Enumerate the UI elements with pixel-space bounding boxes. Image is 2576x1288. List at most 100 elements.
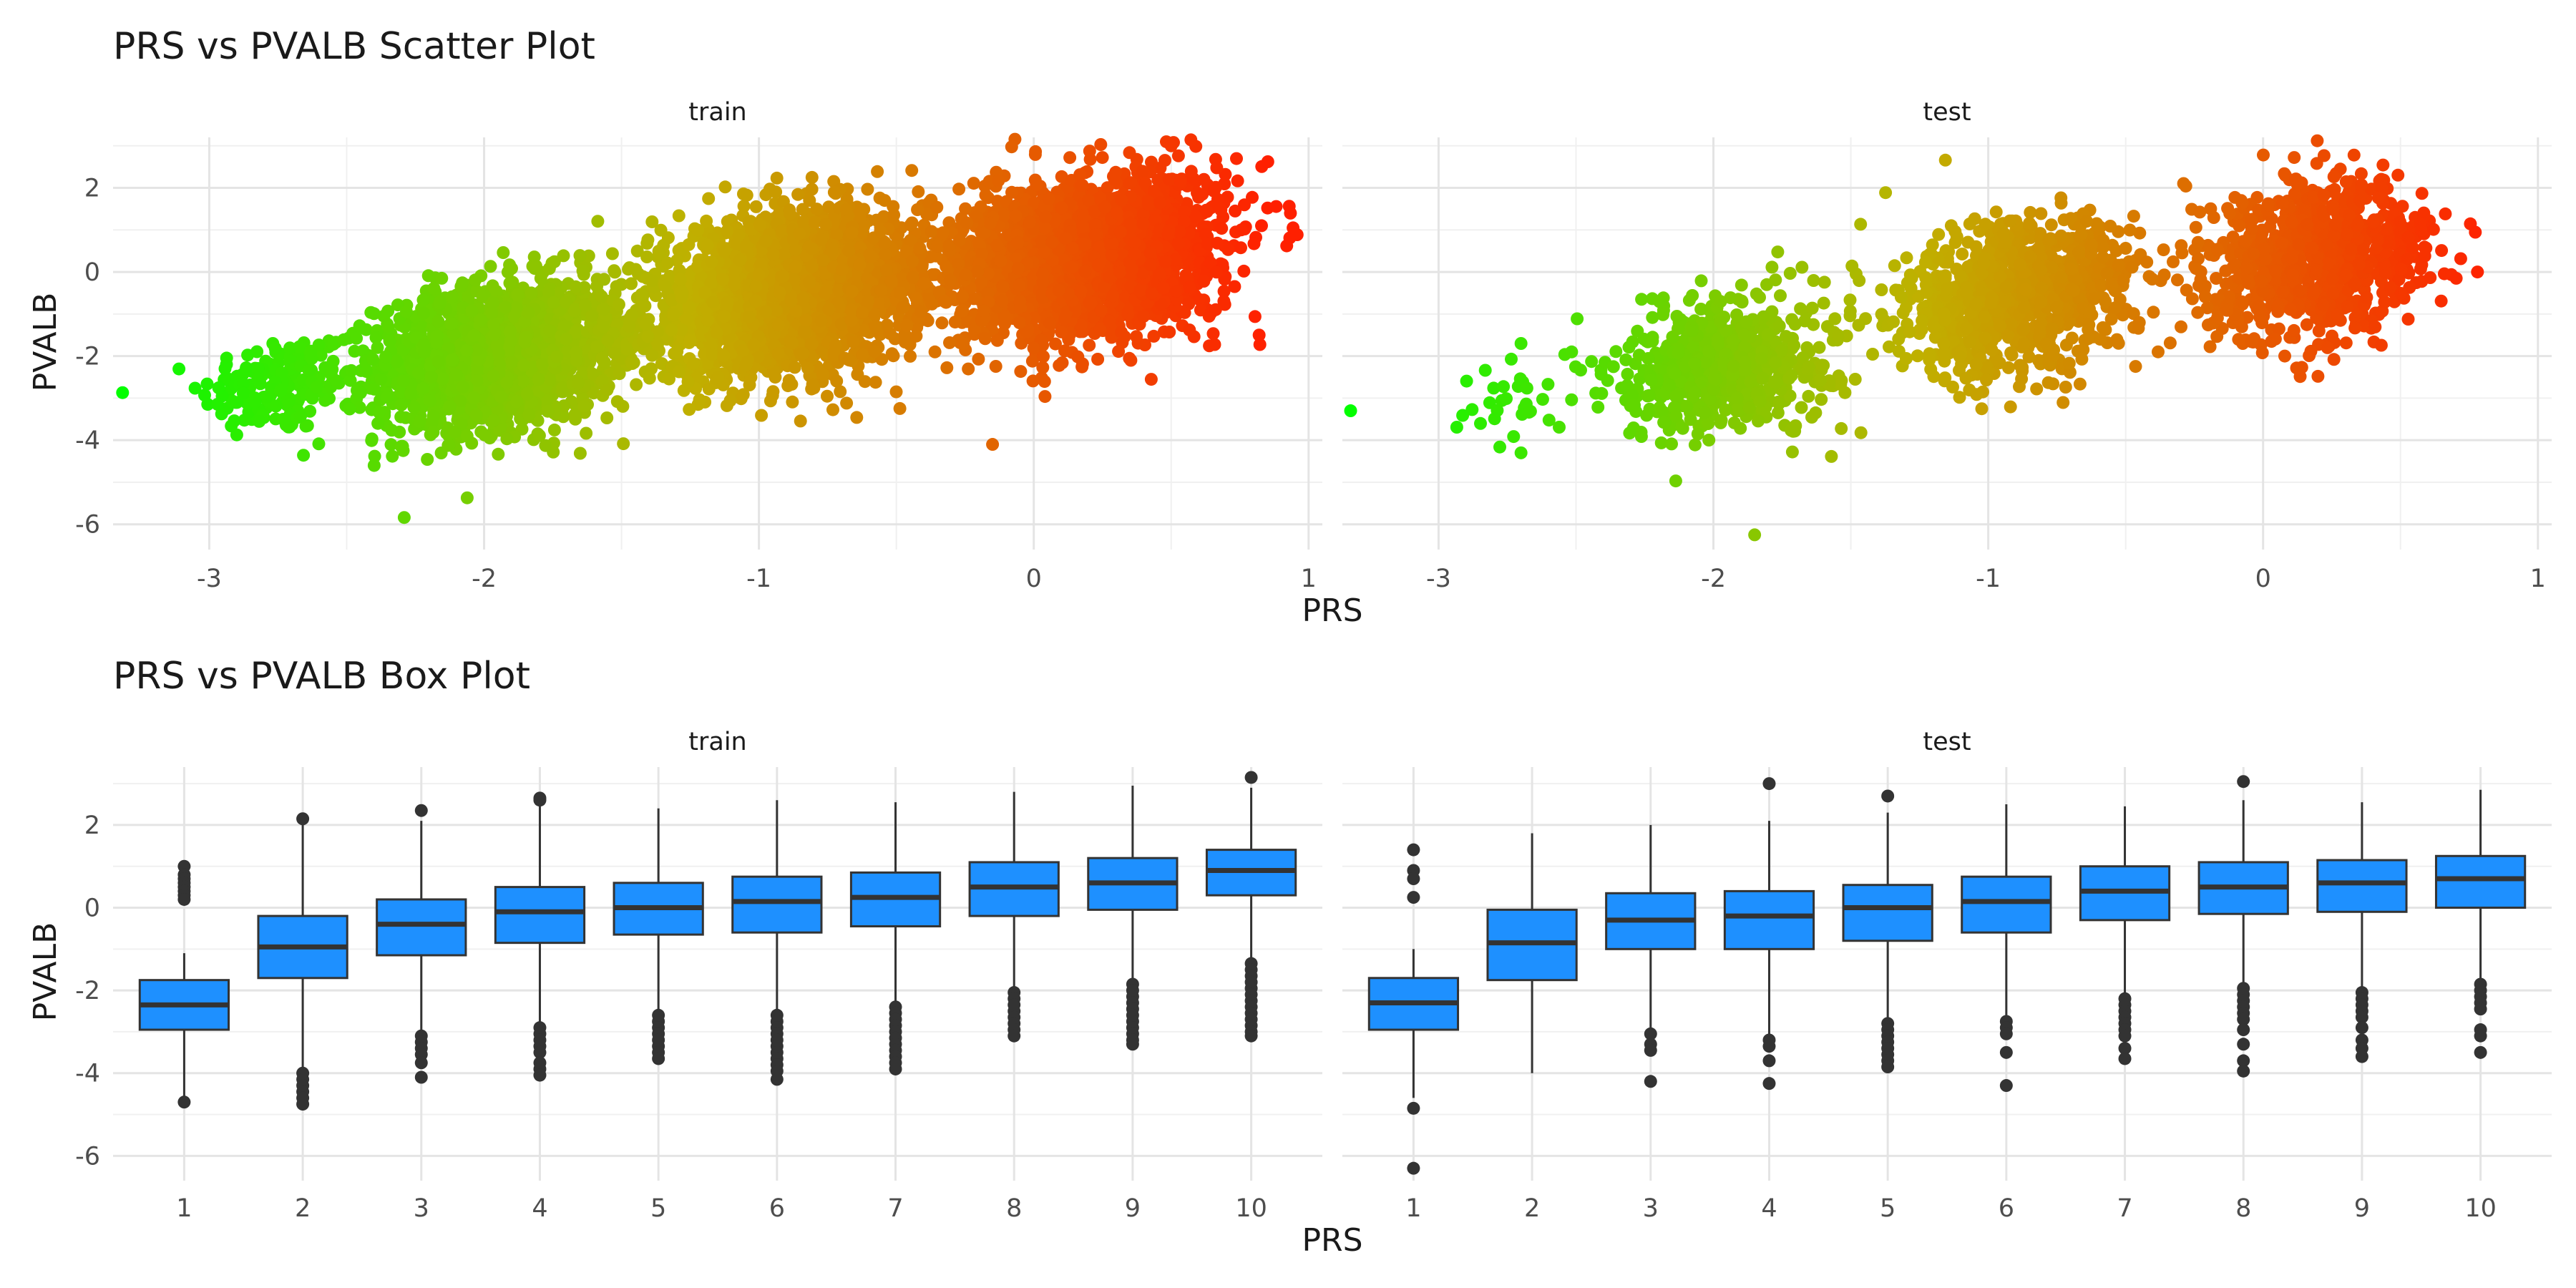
scatter-point: [569, 326, 582, 339]
scatter-point: [635, 288, 648, 301]
scatter-point: [670, 345, 684, 358]
scatter-point: [736, 344, 750, 358]
scatter-point: [784, 295, 798, 308]
scatter-point: [629, 263, 643, 276]
scatter-point: [529, 259, 542, 273]
scatter-point: [909, 329, 923, 343]
scatter-point: [454, 394, 467, 408]
scatter-point: [505, 355, 519, 369]
scatter-point: [447, 327, 460, 341]
scatter-point: [519, 331, 532, 344]
scatter-point: [701, 313, 715, 327]
scatter-point: [701, 238, 714, 252]
scatter-point: [769, 185, 783, 199]
scatter-point: [269, 399, 283, 413]
scatter-point: [436, 372, 449, 386]
scatter-point: [803, 194, 816, 208]
scatter-point: [372, 406, 386, 419]
scatter-point: [391, 298, 404, 312]
scatter-point: [230, 428, 243, 441]
scatter-point: [674, 273, 687, 286]
scatter-point: [616, 399, 630, 413]
scatter-title: PRS vs PVALB Scatter Plot: [113, 25, 595, 68]
scatter-point: [766, 248, 780, 261]
scatter-point: [862, 295, 875, 308]
scatter-point: [825, 242, 839, 255]
scatter-point: [343, 402, 356, 416]
scatter-point: [683, 334, 697, 348]
scatter-point: [499, 301, 512, 314]
scatter-point: [397, 511, 411, 525]
scatter-point: [276, 413, 290, 426]
scatter-point: [835, 263, 849, 276]
scatter-point: [869, 376, 882, 389]
scatter-point: [412, 366, 425, 380]
scatter-point: [550, 350, 564, 364]
scatter-point: [791, 187, 805, 201]
scatter-point: [427, 281, 441, 295]
scatter-point: [753, 218, 767, 232]
scatter-point: [312, 437, 326, 451]
scatter-point: [829, 338, 842, 352]
scatter-point: [799, 313, 813, 327]
scatter-point: [381, 321, 395, 334]
scatter-point: [672, 209, 686, 223]
scatter-point: [842, 353, 856, 367]
scatter-point: [612, 298, 625, 311]
scatter-point: [236, 386, 250, 400]
scatter-point: [896, 301, 909, 314]
scatter-point: [600, 383, 614, 396]
scatter-point: [641, 330, 655, 343]
scatter-point: [425, 416, 439, 429]
scatter-point: [597, 356, 611, 369]
scatter-point: [806, 379, 819, 391]
scatter-point: [752, 268, 766, 281]
scatter-point: [369, 331, 383, 344]
scatter-point: [597, 320, 610, 333]
scatter-point: [822, 303, 836, 316]
scatter-point: [640, 237, 654, 250]
scatter-point: [510, 395, 524, 409]
scatter-point: [900, 318, 914, 332]
scatter-point: [720, 399, 733, 412]
scatter-point: [539, 439, 552, 452]
scatter-point: [1091, 353, 1105, 366]
scatter-point: [536, 358, 550, 371]
scatter-point: [749, 200, 763, 213]
scatter-point: [467, 391, 480, 404]
scatter-point: [711, 370, 725, 384]
scatter-point: [572, 376, 585, 390]
scatter-point: [868, 345, 881, 358]
scatter-point: [605, 247, 619, 260]
scatter-point: [681, 375, 695, 389]
scatter-point: [803, 275, 816, 289]
scatter-point: [354, 386, 367, 399]
scatter-point: [665, 323, 678, 337]
scatter-point: [911, 203, 924, 216]
scatter-point: [294, 409, 307, 423]
scatter-point: [928, 345, 942, 358]
scatter-point: [826, 403, 839, 416]
scatter-point: [407, 401, 421, 414]
scatter-point: [871, 165, 884, 178]
scatter-point: [639, 318, 653, 331]
scatter-point: [248, 395, 262, 409]
scatter-point: [577, 399, 591, 413]
scatter-point: [384, 438, 398, 452]
scatter-point: [443, 400, 457, 414]
scatter-point: [273, 384, 287, 398]
scatter-point: [667, 308, 680, 321]
scatter-point: [306, 391, 319, 405]
scatter-point: [749, 280, 763, 293]
scatter-point: [721, 296, 734, 309]
scatter-point: [623, 320, 636, 333]
scatter-point: [486, 296, 499, 309]
scatter-point: [396, 374, 410, 388]
scatter-point: [460, 491, 474, 504]
scatter-strip-test: test: [1923, 98, 1971, 127]
scatter-point: [570, 354, 583, 367]
scatter-point: [241, 348, 255, 362]
scatter-point: [773, 286, 786, 300]
scatter-point: [390, 355, 404, 369]
scatter-point: [310, 380, 323, 394]
